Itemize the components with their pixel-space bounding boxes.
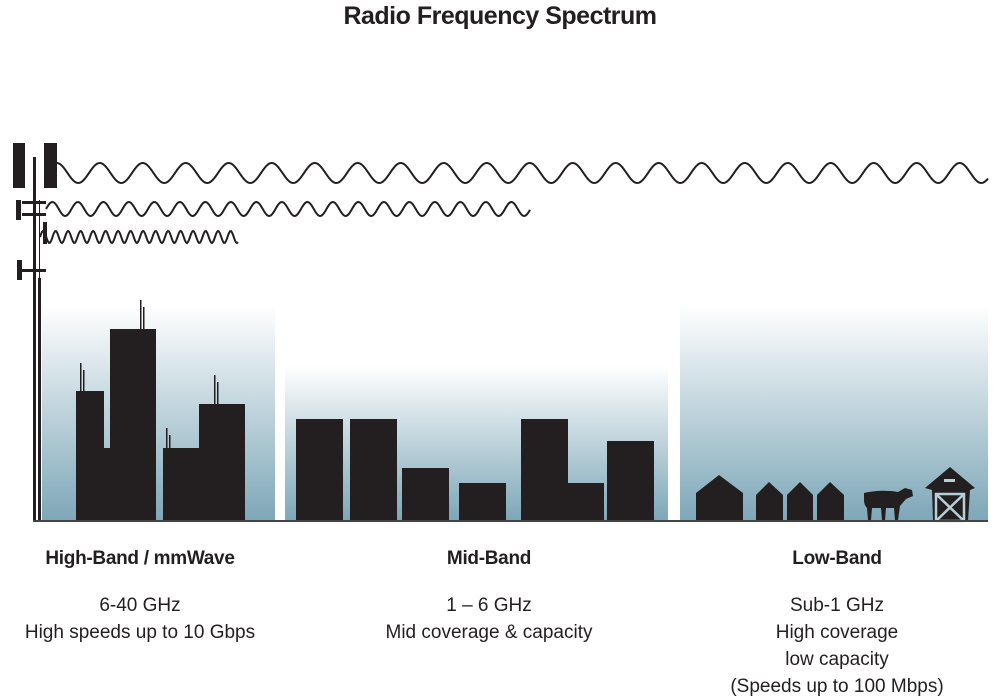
house-icon [787,482,813,521]
high-band-info: High-Band / mmWave 6-40 GHz High speeds … [0,548,300,646]
band-name: Low-Band [792,548,882,569]
suburb-skyline [296,419,654,521]
band-detail: Mid coverage & capacity [385,622,593,643]
rural-scene [696,467,975,523]
house-icon [696,475,743,521]
diagram-title: Radio Frequency Spectrum [343,2,657,30]
cell-tower-icon [13,143,57,520]
band-detail: High coverage [775,622,899,643]
mid-band-wave [45,200,531,218]
high-band-wave [39,229,239,245]
house-icon [756,482,783,521]
house-icon [817,482,844,521]
cow-icon [864,488,913,520]
band-detail: 6-40 GHz [99,595,181,616]
band-detail: High speeds up to 10 Gbps [24,622,256,643]
band-detail: Sub-1 GHz [790,595,884,616]
mid-band-info: Mid-Band 1 – 6 GHz Mid coverage & capaci… [329,548,649,646]
band-detail: low capacity [785,649,889,670]
band-detail: (Speeds up to 100 Mbps) [730,676,944,697]
city-skyline [76,300,245,521]
low-band-wave [45,162,989,184]
band-detail: 1 – 6 GHz [446,595,532,616]
band-name: High-Band / mmWave [45,548,235,569]
low-band-info: Low-Band Sub-1 GHz High coverage low cap… [677,548,997,700]
waves [39,162,989,245]
band-name: Mid-Band [446,548,532,569]
